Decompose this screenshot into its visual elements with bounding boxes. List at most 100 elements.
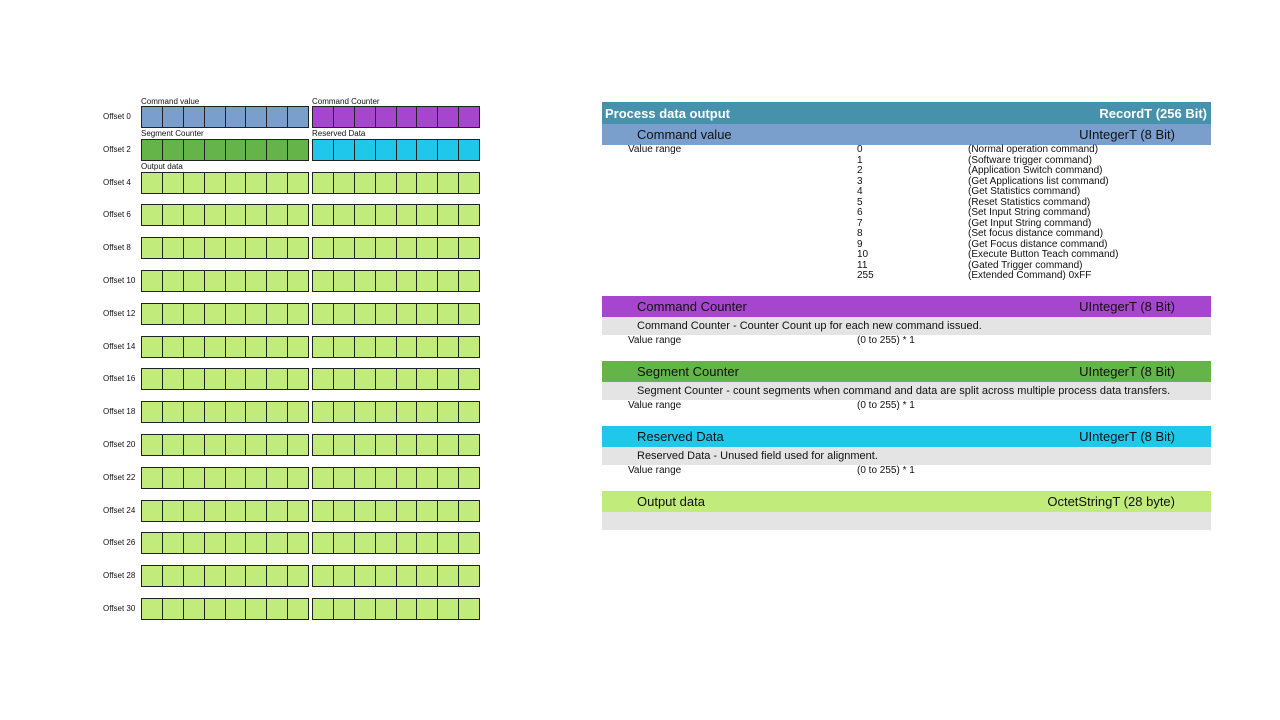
bit-cell bbox=[203, 302, 226, 325]
table-header: Process data output RecordT (256 Bit) bbox=[602, 102, 1211, 124]
label-command-counter: Command Counter bbox=[312, 97, 380, 106]
bit-cell bbox=[161, 237, 184, 260]
bit-cell bbox=[416, 434, 439, 456]
offset-label: Offset 24 bbox=[103, 505, 136, 515]
bit-cell bbox=[353, 204, 376, 227]
bit-cell bbox=[245, 106, 268, 128]
bit-cell bbox=[224, 434, 247, 456]
bit-cell bbox=[374, 565, 397, 588]
bit-cell bbox=[458, 171, 480, 194]
bit-cell bbox=[245, 565, 268, 588]
bit-cell bbox=[312, 270, 334, 292]
bit-cell bbox=[395, 466, 418, 489]
value-range-row: 4 (Get Statistics command) bbox=[602, 186, 1211, 198]
bit-cell bbox=[312, 368, 334, 391]
output-data-byte bbox=[312, 368, 480, 391]
bit-cell bbox=[161, 302, 184, 325]
section-type: UIntegerT (8 Bit) bbox=[1079, 428, 1175, 444]
bit-cell bbox=[312, 138, 334, 161]
bit-cell bbox=[182, 204, 205, 227]
bit-cell bbox=[161, 565, 184, 588]
bit-cell bbox=[437, 270, 460, 292]
bit-cell bbox=[374, 368, 397, 391]
command-counter-byte bbox=[312, 106, 480, 128]
bit-cell bbox=[353, 466, 376, 489]
value-description: (Application Switch command) bbox=[968, 165, 1103, 176]
bit-cell bbox=[203, 565, 226, 588]
bit-cell bbox=[416, 532, 439, 555]
bit-cell bbox=[245, 401, 268, 424]
bit-cell bbox=[203, 532, 226, 555]
section-title: Command Counter bbox=[637, 298, 747, 314]
segment-counter-value-range: Value range (0 to 255) * 1 bbox=[602, 400, 1211, 412]
bit-cell bbox=[182, 532, 205, 555]
bit-cell bbox=[437, 302, 460, 325]
bit-cell bbox=[245, 335, 268, 358]
bit-cell bbox=[312, 565, 334, 588]
bit-cell bbox=[374, 237, 397, 260]
bit-cell bbox=[437, 335, 460, 358]
bit-cell bbox=[312, 171, 334, 194]
bit-cell bbox=[332, 106, 355, 128]
bit-cell bbox=[182, 302, 205, 325]
output-data-byte bbox=[141, 335, 309, 358]
bit-cell bbox=[203, 598, 226, 620]
bit-cell bbox=[395, 138, 418, 161]
bit-cell bbox=[416, 302, 439, 325]
bit-cell bbox=[161, 204, 184, 227]
bit-cell bbox=[312, 302, 334, 325]
bit-cell bbox=[266, 138, 289, 161]
bit-cell bbox=[287, 171, 309, 194]
bit-cell bbox=[287, 532, 309, 555]
bit-cell bbox=[245, 204, 268, 227]
output-data-byte bbox=[312, 499, 480, 522]
bit-cell bbox=[287, 466, 309, 489]
bit-cell bbox=[312, 204, 334, 227]
bit-cell bbox=[395, 270, 418, 292]
offset-label: Offset 14 bbox=[103, 341, 136, 351]
bit-cell bbox=[312, 466, 334, 489]
bit-cell bbox=[224, 106, 247, 128]
bit-cell bbox=[374, 171, 397, 194]
output-data-byte bbox=[141, 466, 309, 489]
bit-cell bbox=[182, 106, 205, 128]
bit-cell bbox=[458, 368, 480, 391]
bit-cell bbox=[161, 270, 184, 292]
bit-cell bbox=[182, 237, 205, 260]
bit-cell bbox=[287, 302, 309, 325]
offset-label: Offset 22 bbox=[103, 472, 136, 482]
bit-cell bbox=[245, 138, 268, 161]
bit-cell bbox=[312, 532, 334, 555]
bit-cell bbox=[224, 302, 247, 325]
bit-cell bbox=[374, 204, 397, 227]
bit-cell bbox=[416, 270, 439, 292]
value-range-row: 8 (Set focus distance command) bbox=[602, 228, 1211, 240]
value-code: 9 bbox=[857, 238, 863, 250]
bit-cell bbox=[141, 270, 163, 292]
bit-cell bbox=[266, 270, 289, 292]
value-range-row: 11 (Gated Trigger command) bbox=[602, 259, 1211, 272]
bit-cell bbox=[353, 499, 376, 522]
bit-cell bbox=[374, 466, 397, 489]
value-range-label: Value range bbox=[628, 144, 682, 155]
output-data-byte bbox=[312, 204, 480, 227]
bit-cell bbox=[182, 270, 205, 292]
bit-cell bbox=[245, 598, 268, 620]
offset-label: Offset 30 bbox=[103, 604, 136, 613]
offset-label: Offset 16 bbox=[103, 374, 136, 384]
bit-cell bbox=[203, 368, 226, 391]
output-data-byte bbox=[141, 204, 309, 227]
bit-cell bbox=[374, 499, 397, 522]
bit-cell bbox=[203, 434, 226, 456]
bit-cell bbox=[458, 270, 480, 292]
bit-cell bbox=[416, 565, 439, 588]
bit-cell bbox=[395, 302, 418, 325]
bit-cell bbox=[245, 171, 268, 194]
bit-cell bbox=[395, 237, 418, 260]
value-code: 11 bbox=[857, 259, 868, 271]
bit-cell bbox=[458, 598, 480, 620]
offset-label: Offset 0 bbox=[103, 112, 131, 121]
section-title: Segment Counter bbox=[637, 363, 739, 379]
bit-cell bbox=[374, 138, 397, 161]
bit-cell bbox=[245, 532, 268, 555]
